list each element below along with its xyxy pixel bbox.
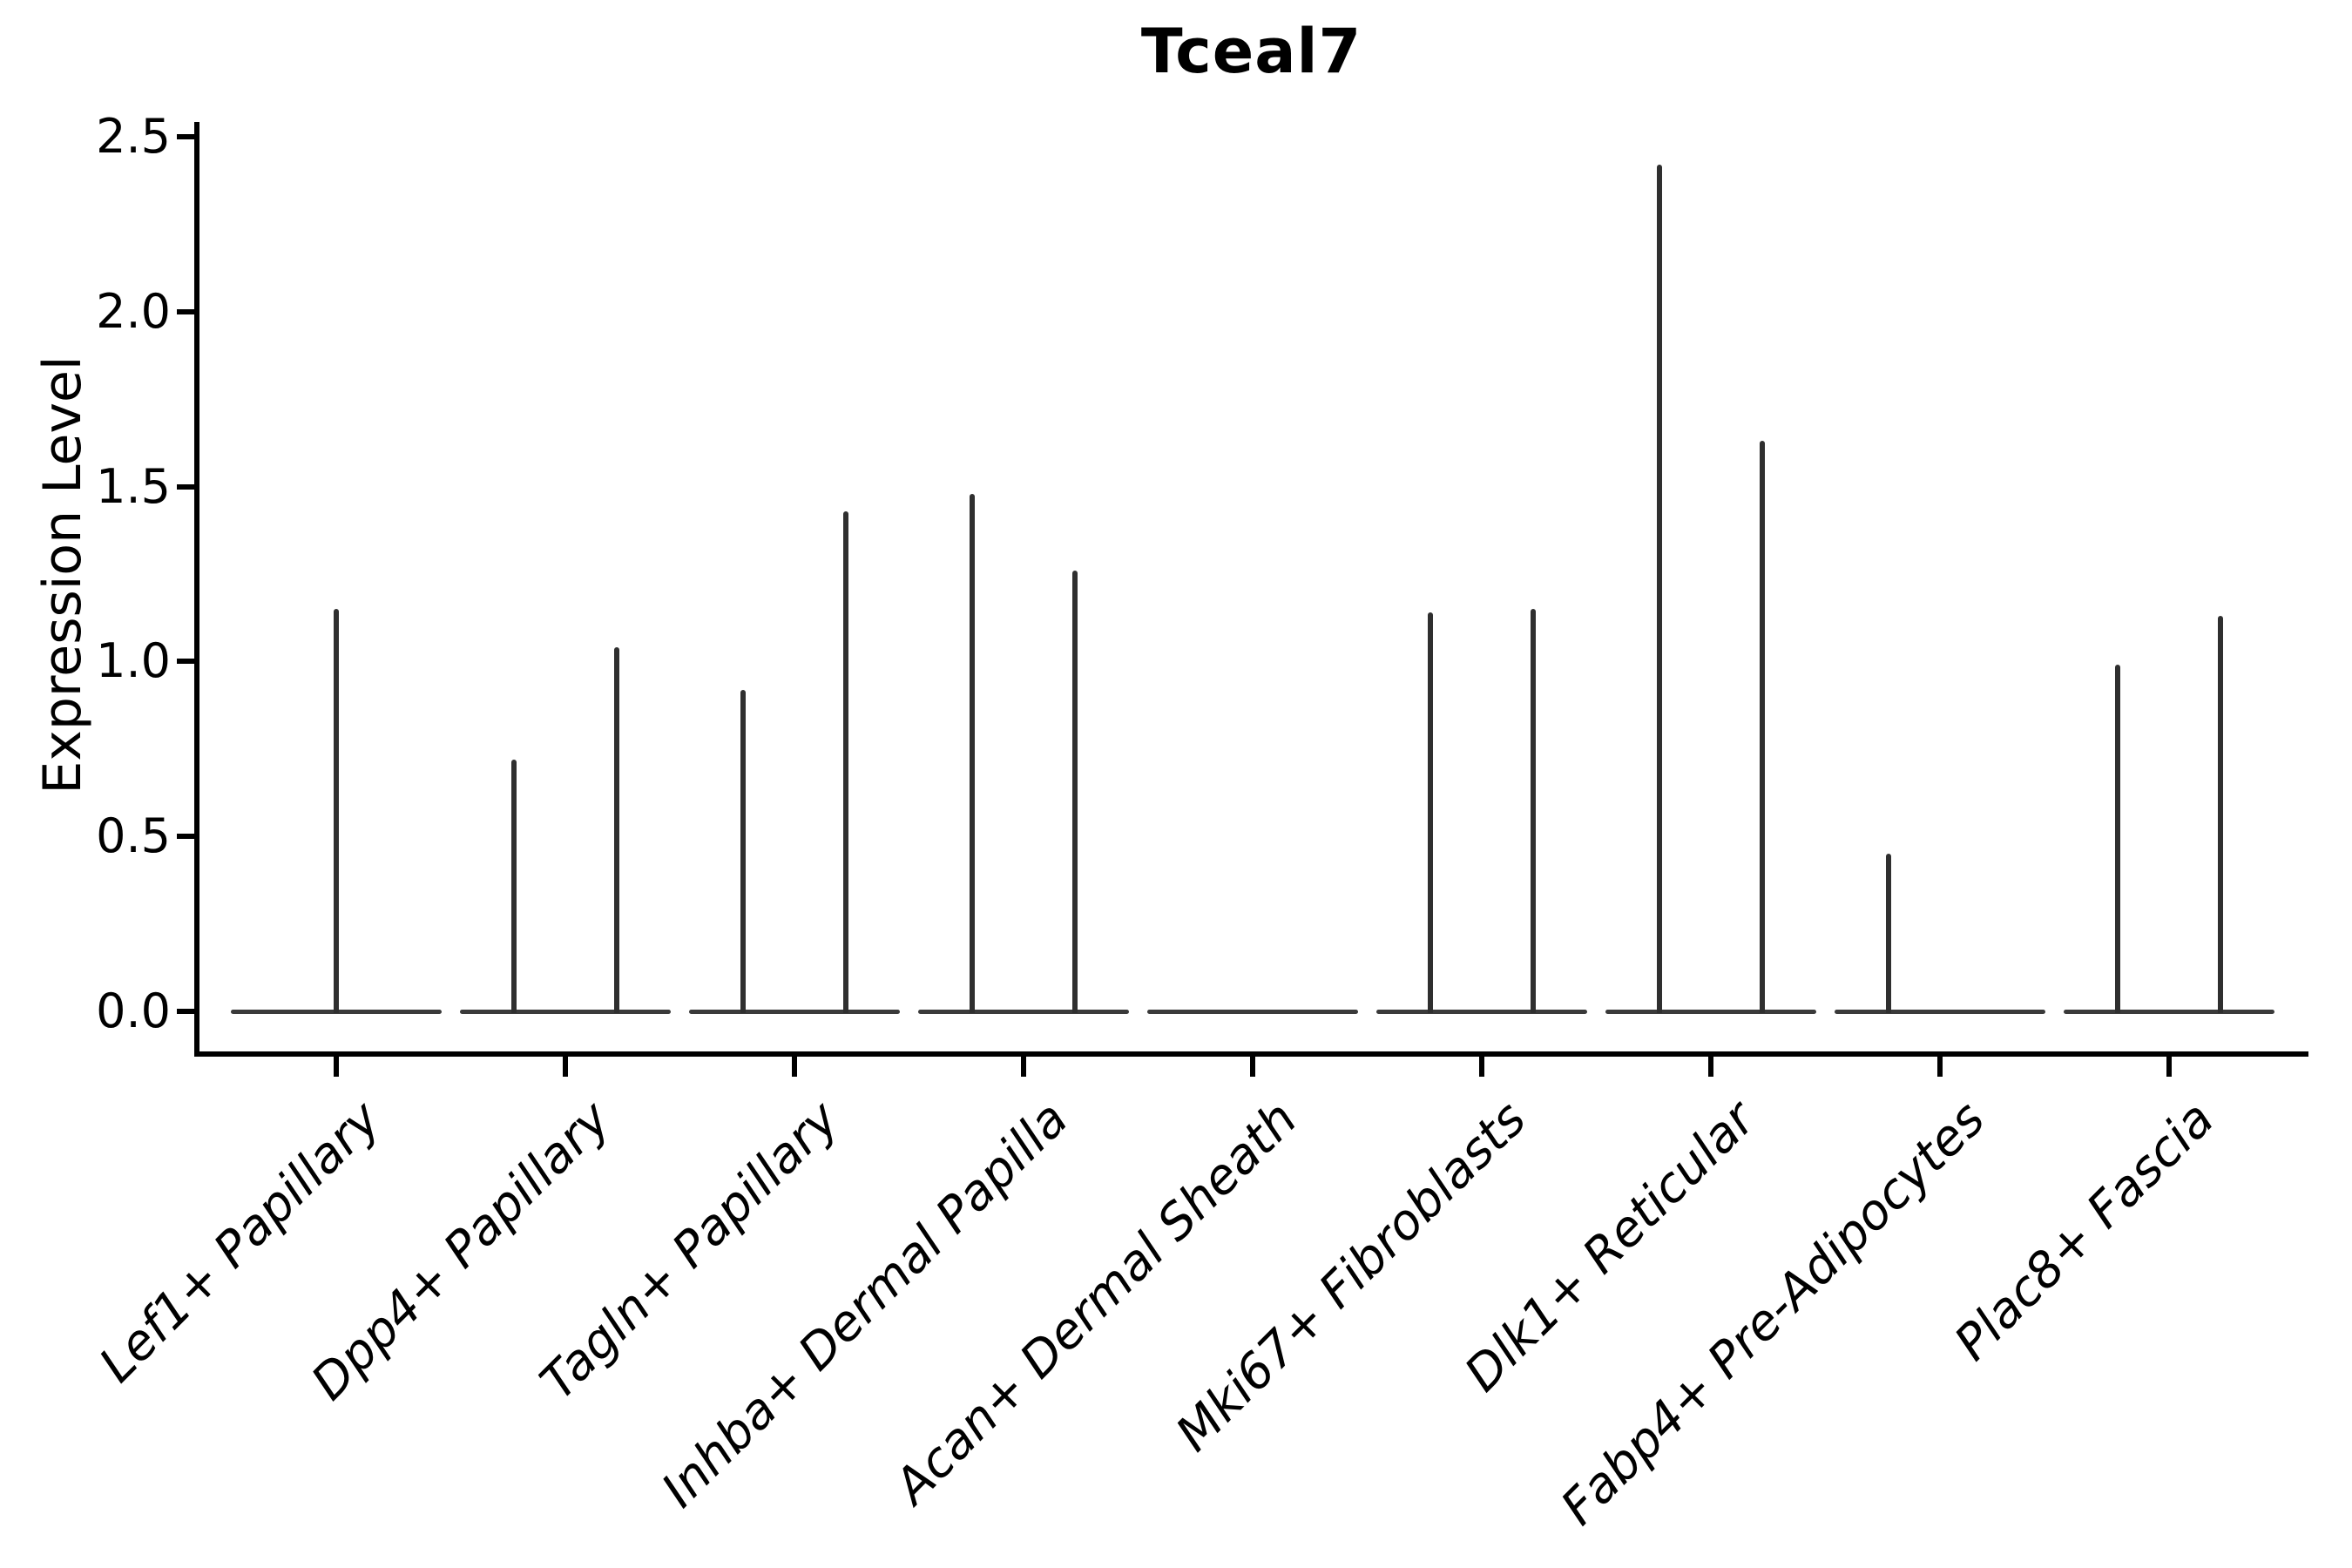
y-tick bbox=[177, 659, 195, 665]
chart-title: Tceal7 bbox=[1140, 16, 1362, 87]
x-tick-label: Acan+ Dermal Sheath bbox=[883, 1091, 1308, 1515]
violin-spike bbox=[511, 759, 517, 1013]
x-tick bbox=[792, 1057, 797, 1077]
y-tick bbox=[177, 134, 195, 139]
violin-spike bbox=[1886, 854, 1891, 1013]
x-tick bbox=[1021, 1057, 1026, 1077]
x-tick bbox=[334, 1057, 339, 1077]
violin-spike bbox=[1072, 570, 1078, 1013]
y-tick bbox=[177, 308, 195, 314]
violin-baseline bbox=[1605, 1010, 1816, 1014]
violin-spike bbox=[1760, 441, 1765, 1013]
x-tick bbox=[1708, 1057, 1713, 1077]
x-tick-label: Fabp4+ Pre-Adipocytes bbox=[1550, 1091, 1996, 1537]
y-axis-line bbox=[194, 122, 199, 1057]
y-tick-label: 0.5 bbox=[96, 808, 171, 864]
y-tick-label: 1.0 bbox=[96, 633, 171, 689]
y-tick-label: 0.0 bbox=[96, 983, 171, 1038]
x-tick bbox=[2166, 1057, 2172, 1077]
violin-spike bbox=[614, 647, 619, 1013]
violin-baseline bbox=[1835, 1010, 2045, 1014]
x-axis-line bbox=[194, 1051, 2308, 1057]
violin-baseline bbox=[1147, 1010, 1358, 1014]
violin-spike bbox=[2115, 665, 2120, 1013]
violin-spike bbox=[1428, 612, 1433, 1013]
violin-spike bbox=[1657, 165, 1662, 1013]
violin-spike bbox=[2218, 616, 2223, 1013]
y-tick bbox=[177, 1009, 195, 1014]
violin-baseline bbox=[689, 1010, 900, 1014]
x-tick bbox=[1250, 1057, 1255, 1077]
x-tick bbox=[563, 1057, 568, 1077]
violin-baseline bbox=[460, 1010, 671, 1014]
violin-baseline bbox=[918, 1010, 1129, 1014]
x-tick-label: Inhba+ Dermal Papilla bbox=[651, 1091, 1079, 1519]
y-tick bbox=[177, 483, 195, 490]
violin-spike bbox=[334, 609, 339, 1013]
y-tick-label: 2.0 bbox=[96, 283, 171, 339]
x-tick bbox=[1479, 1057, 1484, 1077]
y-tick-label: 2.5 bbox=[96, 109, 171, 164]
violin-baseline bbox=[1376, 1010, 1587, 1014]
violin-spike bbox=[1531, 609, 1536, 1013]
y-tick-label: 1.5 bbox=[96, 458, 171, 514]
y-tick bbox=[177, 834, 195, 840]
violin-baseline bbox=[2064, 1010, 2274, 1014]
y-axis-label: Expression Level bbox=[32, 355, 93, 794]
violin-spike bbox=[843, 510, 848, 1013]
violin-spike bbox=[740, 689, 746, 1013]
violin-spike bbox=[970, 493, 975, 1013]
x-tick bbox=[1937, 1057, 1943, 1077]
